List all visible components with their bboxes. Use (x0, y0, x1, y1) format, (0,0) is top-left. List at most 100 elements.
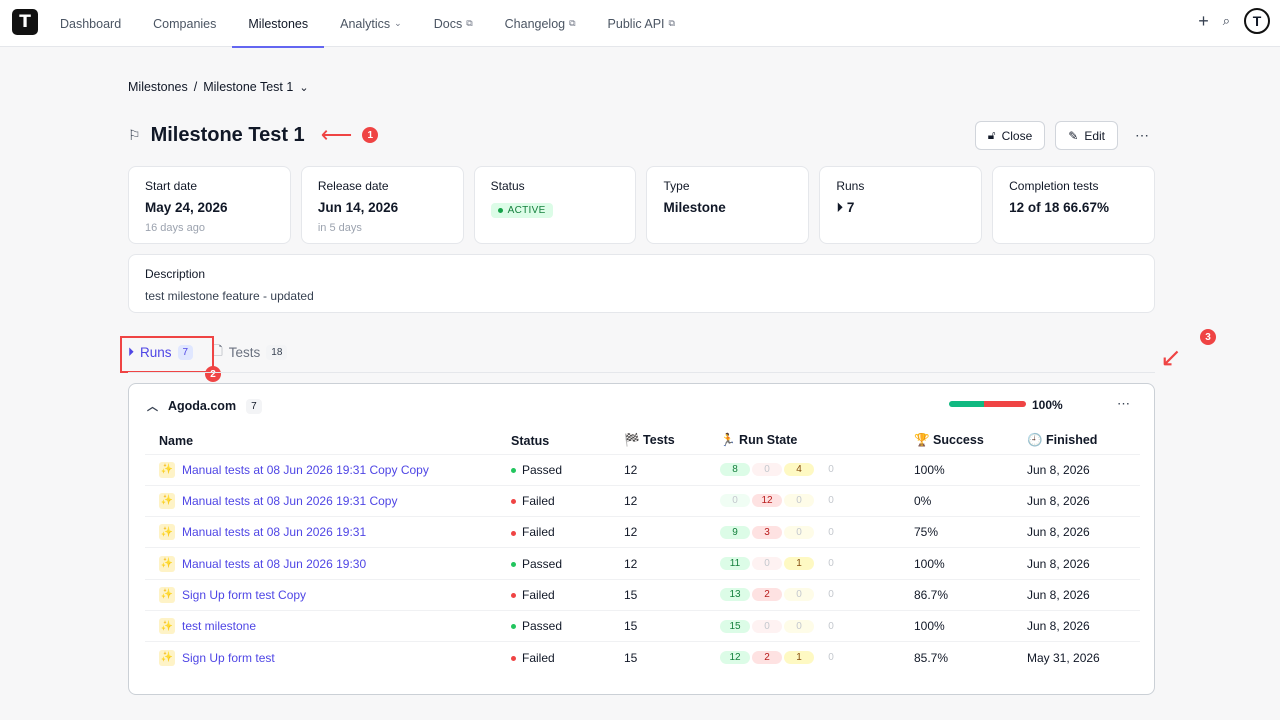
run-success-cell: 0% (914, 484, 1027, 517)
table-row[interactable]: ✨ Sign Up form test Failed 15 12 2 1 0 85.7% May … (145, 641, 1140, 674)
nav-item-docs[interactable]: Docs ⧉ (418, 0, 489, 47)
run-name-link[interactable]: Sign Up form test (182, 650, 275, 665)
tabs: ⏵︎ Runs 7 🗋 Tests 18 (128, 340, 288, 364)
table-row[interactable]: ✨ Manual tests at 08 Jun 2026 19:30 Passed… (145, 547, 1140, 580)
status-dot-icon (511, 467, 516, 473)
run-state-skip-chip: 0 (784, 619, 814, 633)
run-type-icon: ✨ (159, 492, 175, 509)
card-label: Completion tests (1009, 179, 1099, 193)
group-header: ︿ Agoda.com 7 (147, 398, 262, 414)
plus-icon[interactable]: + (1198, 10, 1209, 31)
run-name-cell: ✨ test milestone (145, 609, 511, 642)
run-name-link[interactable]: Manual tests at 08 Jun 2026 19:30 (182, 556, 367, 571)
run-name-link[interactable]: Sign Up form test Copy (182, 587, 307, 602)
external-link-icon: ⧉ (569, 18, 576, 28)
run-tests-cell: 15 (624, 641, 720, 674)
start-date-card: Start date May 24, 2026 16 days ago (128, 166, 291, 244)
run-name-link[interactable]: Manual tests at 08 Jun 2026 19:31 (182, 525, 367, 540)
table-row[interactable]: ✨ Manual tests at 08 Jun 2026 19:31 Copy … (145, 453, 1140, 486)
breadcrumb-current[interactable]: Milestone Test 1 (203, 80, 294, 94)
runs-table: Name Status 🏁 Tests 🏃 Run State 🏆 Succes… (145, 428, 1140, 674)
search-icon[interactable]: ⌕ (1222, 13, 1230, 28)
run-success-cell: 86.7% (914, 578, 1027, 611)
group-progress-bar (949, 401, 1026, 407)
nav-item-label: Companies (153, 16, 217, 31)
run-type-icon: ✨ (159, 586, 175, 603)
status-dot-icon (511, 624, 516, 630)
column-header-run-state[interactable]: 🏃 Run State (720, 433, 798, 448)
breadcrumb-root[interactable]: Milestones (128, 80, 188, 94)
nav-item-dashboard[interactable]: Dashboard (44, 0, 137, 47)
run-name-link[interactable]: Manual tests at 08 Jun 2026 19:31 Copy C… (182, 462, 429, 477)
run-state-cell: 0 12 0 0 (720, 484, 914, 517)
tab-tests-count: 18 (266, 344, 288, 360)
description-label: Description (145, 267, 206, 281)
status-badge: ACTIVE (490, 203, 553, 218)
close-button[interactable]: 🔓︎ Close (974, 121, 1046, 150)
nav-item-analytics[interactable]: Analytics ⌄ (324, 0, 418, 47)
column-header-success[interactable]: 🏆 Success (914, 433, 984, 448)
card-sub: 16 days ago (145, 222, 205, 234)
table-row[interactable]: ✨ test milestone Passed 15 15 0 0 0 100% Jun 8, 2… (145, 609, 1140, 642)
tab-runs-label: Runs (140, 344, 172, 360)
group-more-icon[interactable]: ⋯ (1117, 396, 1130, 411)
run-status-text: Passed (522, 619, 563, 634)
card-value: Milestone (663, 200, 726, 215)
tabs-divider (128, 372, 1155, 373)
tab-tests-label: Tests (228, 344, 261, 360)
run-name-link[interactable]: test milestone (182, 619, 257, 634)
status-dot-icon (497, 208, 503, 213)
column-header-status[interactable]: Status (511, 433, 550, 448)
run-status-cell: Failed (511, 641, 624, 674)
nav-item-public-api[interactable]: Public API ⧉ (592, 0, 691, 47)
table-row[interactable]: ✨ Sign Up form test Copy Failed 15 13 2 0 0 86.7… (145, 578, 1140, 611)
avatar[interactable]: T (1244, 8, 1270, 34)
nav-item-changelog[interactable]: Changelog ⧉ (489, 0, 592, 47)
run-finished-cell: Jun 8, 2026 (1027, 453, 1140, 486)
status-dot-icon (511, 593, 516, 599)
column-header-name[interactable]: Name (159, 433, 194, 448)
run-type-icon: ✨ (159, 555, 175, 572)
nav-item-companies[interactable]: Companies (137, 0, 232, 47)
app-logo[interactable]: T (12, 9, 38, 35)
more-options-icon[interactable]: ⋯ (1135, 127, 1149, 143)
run-status-text: Failed (522, 587, 555, 602)
run-tests-cell: 12 (624, 453, 720, 486)
run-state-skip-chip: 0 (784, 494, 814, 508)
run-state-cell: 11 0 1 0 (720, 547, 914, 580)
run-finished-cell: Jun 8, 2026 (1027, 516, 1140, 548)
tab-runs[interactable]: ⏵︎ Runs 7 (128, 340, 194, 364)
play-circle-icon: ⏵︎ (836, 200, 844, 215)
run-state-chips: 0 12 0 0 (720, 494, 914, 508)
chevron-up-icon[interactable]: ︿ (147, 401, 158, 413)
edit-button[interactable]: ✎ Edit (1055, 121, 1118, 150)
column-header-tests[interactable]: 🏁 Tests (624, 433, 675, 448)
nav-item-label: Docs (433, 16, 463, 31)
status-badge-text: ACTIVE (507, 205, 546, 216)
tab-tests[interactable]: 🗋 Tests 18 (213, 340, 288, 364)
tab-runs-count: 7 (177, 344, 194, 360)
run-status-cell: Passed (511, 453, 624, 486)
run-finished-cell: Jun 8, 2026 (1027, 547, 1140, 580)
table-row[interactable]: ✨ Manual tests at 08 Jun 2026 19:31 Failed… (145, 516, 1140, 548)
nav-item-milestones[interactable]: Milestones (232, 0, 324, 48)
run-state-fail-chip: 0 (752, 619, 782, 633)
close-button-label: Close (1001, 128, 1033, 143)
run-state-chips: 11 0 1 0 (720, 557, 914, 571)
table-row[interactable]: ✨ Manual tests at 08 Jun 2026 19:31 Copy F… (145, 484, 1140, 517)
run-state-fail-chip: 2 (752, 588, 782, 602)
run-state-none-chip: 0 (828, 495, 834, 507)
run-name-cell: ✨ Manual tests at 08 Jun 2026 19:31 Copy … (145, 453, 511, 486)
group-name: Agoda.com (168, 399, 237, 413)
run-type-icon: ✨ (159, 524, 175, 541)
card-label: Release date (317, 179, 389, 193)
run-status-text: Passed (522, 462, 563, 477)
chevron-down-icon[interactable]: ⌄ (299, 81, 309, 94)
run-state-pass-chip: 15 (720, 619, 750, 633)
annotation-badge-2: 2 (205, 366, 221, 382)
lock-icon: 🔓︎ (987, 128, 996, 142)
card-value: May 24, 2026 (145, 200, 228, 215)
runs-group-panel: ︿ Agoda.com 7 100% ⋯ Name Status 🏁 Tests… (128, 383, 1155, 695)
column-header-finished[interactable]: 🕘 Finished (1027, 433, 1098, 448)
run-name-link[interactable]: Manual tests at 08 Jun 2026 19:31 Copy (182, 493, 398, 508)
